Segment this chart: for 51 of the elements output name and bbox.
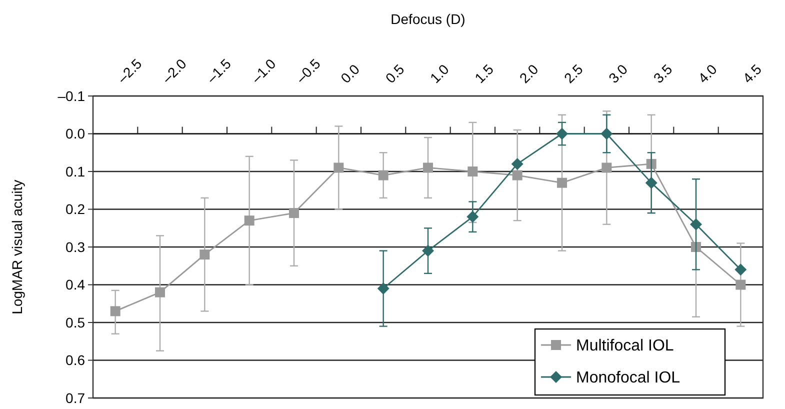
point xyxy=(110,306,120,316)
point xyxy=(334,162,344,173)
point xyxy=(557,178,567,188)
x-tick-label: 4.0 xyxy=(694,60,720,86)
point xyxy=(466,210,479,223)
point xyxy=(289,208,299,218)
y-tick-label: 0.4 xyxy=(66,276,86,293)
point xyxy=(600,128,613,140)
x-tick-label: 3.5 xyxy=(650,60,676,86)
y-tick-label: 0.7 xyxy=(66,390,86,406)
x-tick-label: 0.0 xyxy=(337,60,363,86)
x-tick-label: 1.0 xyxy=(426,60,452,86)
x-tick-label: –2.0 xyxy=(158,55,190,86)
x-tick-label: 2.0 xyxy=(516,60,542,86)
y-tick-label: –0.1 xyxy=(58,88,86,104)
x-tick-label: –0.5 xyxy=(292,55,324,86)
point xyxy=(377,282,390,295)
y-tick-label: 0.6 xyxy=(66,352,86,368)
point xyxy=(378,170,388,180)
y-axis-title: LogMAR visual acuity xyxy=(9,180,25,314)
y-tick-label: 0.1 xyxy=(66,163,86,180)
point xyxy=(200,250,210,260)
legend-label: Monofocal IOL xyxy=(576,370,680,387)
x-tick-label: 0.5 xyxy=(382,60,408,86)
point xyxy=(512,170,522,180)
point xyxy=(422,244,434,257)
x-tick-label: –2.5 xyxy=(114,55,145,86)
x-tick-label: 1.5 xyxy=(471,60,497,86)
point xyxy=(691,242,701,252)
x-tick-label: 2.5 xyxy=(560,60,586,86)
x-tick-label: –1.0 xyxy=(248,55,279,86)
point xyxy=(155,287,165,298)
point xyxy=(423,162,433,173)
x-tick-label: 3.0 xyxy=(605,60,631,86)
y-tick-label: 0.2 xyxy=(66,201,86,218)
point xyxy=(602,162,612,173)
x-tick-label: 4.5 xyxy=(739,60,765,86)
point xyxy=(645,176,658,189)
point xyxy=(244,216,254,226)
x-tick-label: –1.5 xyxy=(203,55,234,86)
point xyxy=(690,218,702,230)
point xyxy=(556,128,568,140)
y-tick-label: 0.0 xyxy=(66,126,86,142)
legend-label: Multifocal IOL xyxy=(576,338,674,355)
y-tick-label: 0.3 xyxy=(66,238,86,255)
point xyxy=(468,166,478,176)
point xyxy=(734,264,747,276)
x-axis-title: Defocus (D) xyxy=(390,11,466,27)
y-tick-label: 0.5 xyxy=(66,314,86,330)
point xyxy=(736,280,746,290)
point xyxy=(511,158,524,170)
